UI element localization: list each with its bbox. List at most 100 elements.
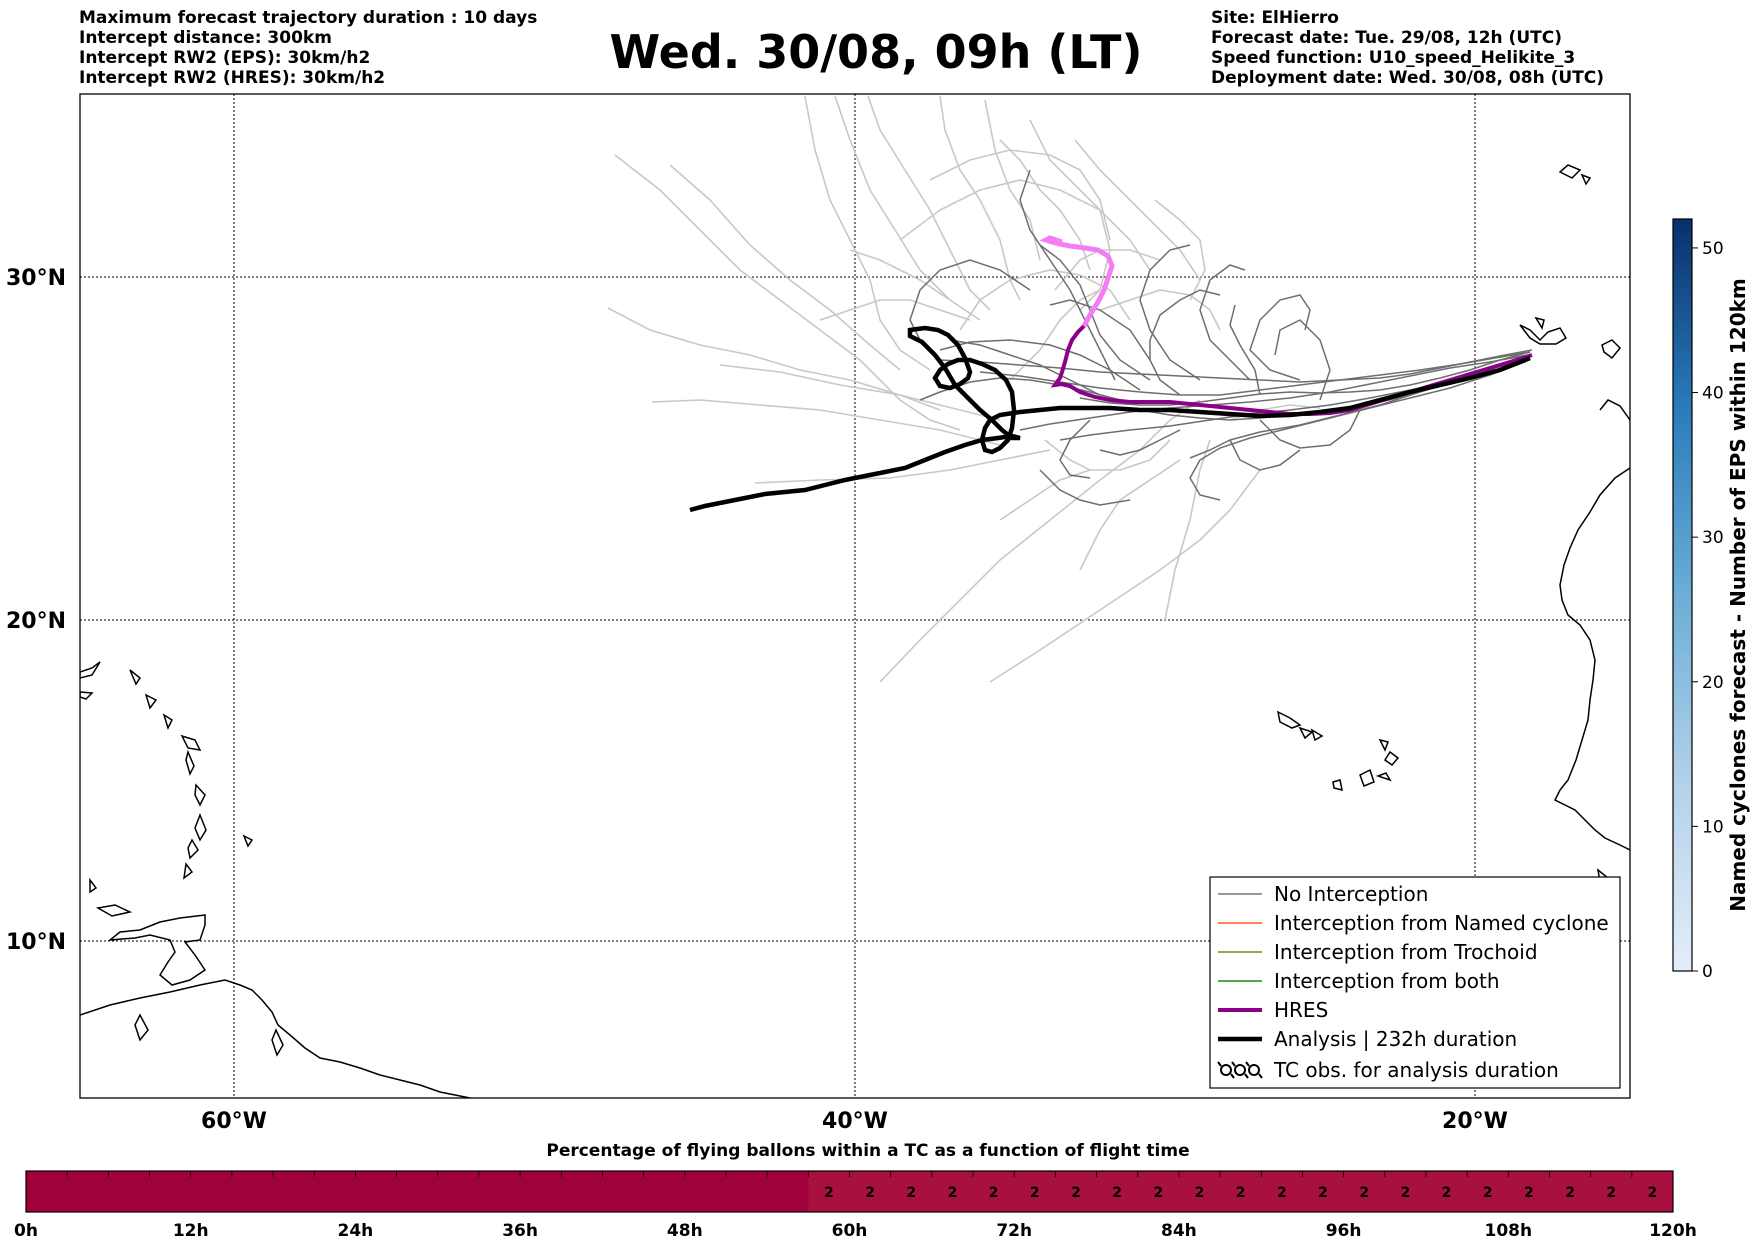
time-bar-cell [1302, 1171, 1345, 1212]
page-title: Wed. 30/08, 09h (LT) [609, 25, 1143, 79]
colorbar-tick-label: 0 [1702, 962, 1713, 982]
header-right-line: Forecast date: Tue. 29/08, 12h (UTC) [1211, 28, 1562, 48]
time-bar-cells: 2 2 2 2 2 2 2 2 2 2 2 2 2 2 2 2 2 2 2 2 2 [25, 1171, 1674, 1212]
time-bar-cell-value: 2 [1071, 1185, 1081, 1201]
time-bar-tick-label: 72h [996, 1221, 1032, 1241]
time-bar-cell [561, 1171, 603, 1212]
time-bar-cell-value: 2 [1606, 1185, 1616, 1201]
time-bar-cell [355, 1171, 398, 1212]
lon-label-60w: 60°W [201, 1109, 267, 1134]
analysis-trajectory [689, 325, 1531, 513]
time-bar-cell-value: 2 [824, 1185, 834, 1201]
time-bar-cell-value: 2 [948, 1185, 958, 1201]
time-bar-tick-label: 120h [1649, 1221, 1697, 1241]
time-bar-cell-value: 2 [1153, 1185, 1163, 1201]
time-bar-cell-value: 2 [906, 1185, 916, 1201]
time-bar-cell-value: 2 [1236, 1185, 1246, 1201]
time-bar-cell-value: 2 [1359, 1185, 1369, 1201]
header-left-line: Intercept RW2 (HRES): 30km/h2 [79, 68, 386, 88]
time-bar-cell-value: 2 [1400, 1185, 1410, 1201]
legend-label-no-interception: No Interception [1274, 882, 1428, 906]
header-left-line: Intercept distance: 300km [79, 28, 332, 48]
time-bar-cell [520, 1171, 562, 1212]
time-bar-cell [849, 1171, 892, 1212]
time-bar-cell [1425, 1171, 1468, 1212]
time-bar-cell-value: 2 [1112, 1185, 1122, 1201]
time-bar: Percentage of flying ballons within a TC… [14, 1141, 1697, 1241]
time-bar-cell [314, 1171, 356, 1212]
time-bar-ticks: 0h 12h 24h 36h 48h 60h 72h 84h 96h 108h 120h [14, 1221, 1697, 1241]
time-bar-cell-value: 2 [1195, 1185, 1205, 1201]
time-bar-cell [478, 1171, 521, 1212]
time-bar-cell [190, 1171, 233, 1212]
time-bar-tick-label: 108h [1485, 1221, 1533, 1241]
time-bar-cell [1220, 1171, 1262, 1212]
colorbar-tick-label: 40 [1702, 384, 1724, 404]
time-bar-cell [602, 1171, 645, 1212]
time-bar-cell [767, 1171, 809, 1212]
time-bar-cell [1631, 1171, 1674, 1212]
lat-label-20n: 20°N [6, 609, 66, 634]
time-bar-tick-label: 84h [1161, 1221, 1197, 1241]
time-bar-title: Percentage of flying ballons within a TC… [546, 1141, 1189, 1161]
time-bar-cell [1343, 1171, 1386, 1212]
time-bar-cell-value: 2 [1277, 1185, 1287, 1201]
time-bar-tick-label: 48h [667, 1221, 703, 1241]
time-bar-cell [108, 1171, 151, 1212]
time-bar-cell [1508, 1171, 1550, 1212]
lon-label-40w: 40°W [822, 1109, 888, 1134]
colorbar-tick-label: 30 [1702, 528, 1724, 548]
time-bar-cell [1467, 1171, 1509, 1212]
header-left-info: Maximum forecast trajectory duration : 1… [79, 8, 537, 88]
legend: No Interception Interception from Named … [1209, 876, 1621, 1089]
time-bar-cell [1261, 1171, 1303, 1212]
time-bar-cell [808, 1171, 850, 1212]
time-bar-cell [684, 1171, 727, 1212]
time-bar-cell-value: 2 [989, 1185, 999, 1201]
time-bar-cell [725, 1171, 768, 1212]
legend-label-hres: HRES [1274, 998, 1328, 1022]
time-bar-cell [931, 1171, 974, 1212]
time-bar-cell-value: 2 [1565, 1185, 1575, 1201]
colorbar: 0 10 20 30 40 50 Named cyclones forecast - Nu… [1672, 218, 1750, 982]
time-bar-cell [643, 1171, 686, 1212]
time-bar-cell [890, 1171, 933, 1212]
time-bar-tick-label: 12h [173, 1221, 209, 1241]
header-left-line: Maximum forecast trajectory duration : 1… [79, 8, 538, 28]
header-right-line: Site: ElHierro [1211, 8, 1339, 28]
time-bar-cell [273, 1171, 315, 1212]
time-bar-cell [396, 1171, 439, 1212]
colorbar-label: Named cyclones forecast - Number of EPS … [1726, 278, 1750, 912]
colorbar-tick-label: 20 [1702, 673, 1724, 693]
legend-label-trochoid: Interception from Trochoid [1274, 940, 1538, 964]
lat-label-30n: 30°N [6, 266, 66, 291]
time-bar-cell-value: 2 [1442, 1185, 1452, 1201]
time-bar-cell-value: 2 [1648, 1185, 1658, 1201]
eps-light-trajectories [607, 95, 1321, 683]
time-bar-cell [149, 1171, 192, 1212]
time-bar-cell-value: 2 [865, 1185, 875, 1201]
time-bar-cell [1137, 1171, 1180, 1212]
legend-label-both: Interception from both [1274, 969, 1500, 993]
time-bar-tick-label: 36h [502, 1221, 538, 1241]
colorbar-tick-label: 10 [1702, 817, 1724, 837]
header-left-line: Intercept RW2 (EPS): 30km/h2 [79, 48, 371, 68]
coastlines [80, 164, 1630, 1098]
time-bar-cell [1549, 1171, 1592, 1212]
time-bar-cell [1384, 1171, 1427, 1212]
time-bar-cell [1096, 1171, 1139, 1212]
time-bar-cell-value: 2 [1318, 1185, 1328, 1201]
lat-label-10n: 10°N [6, 930, 66, 955]
legend-label-named-cyclone: Interception from Named cyclone [1274, 911, 1609, 935]
time-bar-tick-label: 96h [1326, 1221, 1362, 1241]
legend-label-tc-obs: TC obs. for analysis duration [1273, 1058, 1559, 1082]
legend-label-analysis: Analysis | 232h duration [1274, 1027, 1517, 1051]
time-bar-cell-value: 2 [1524, 1185, 1534, 1201]
time-bar-cell [1014, 1171, 1056, 1212]
colorbar-ticks: 0 10 20 30 40 50 [1692, 239, 1724, 982]
time-bar-cell-value: 2 [1483, 1185, 1493, 1201]
colorbar-tick-label: 50 [1702, 239, 1724, 259]
time-bar-cell [231, 1171, 274, 1212]
header-right-info: Site: ElHierro Forecast date: Tue. 29/08… [1211, 8, 1604, 88]
